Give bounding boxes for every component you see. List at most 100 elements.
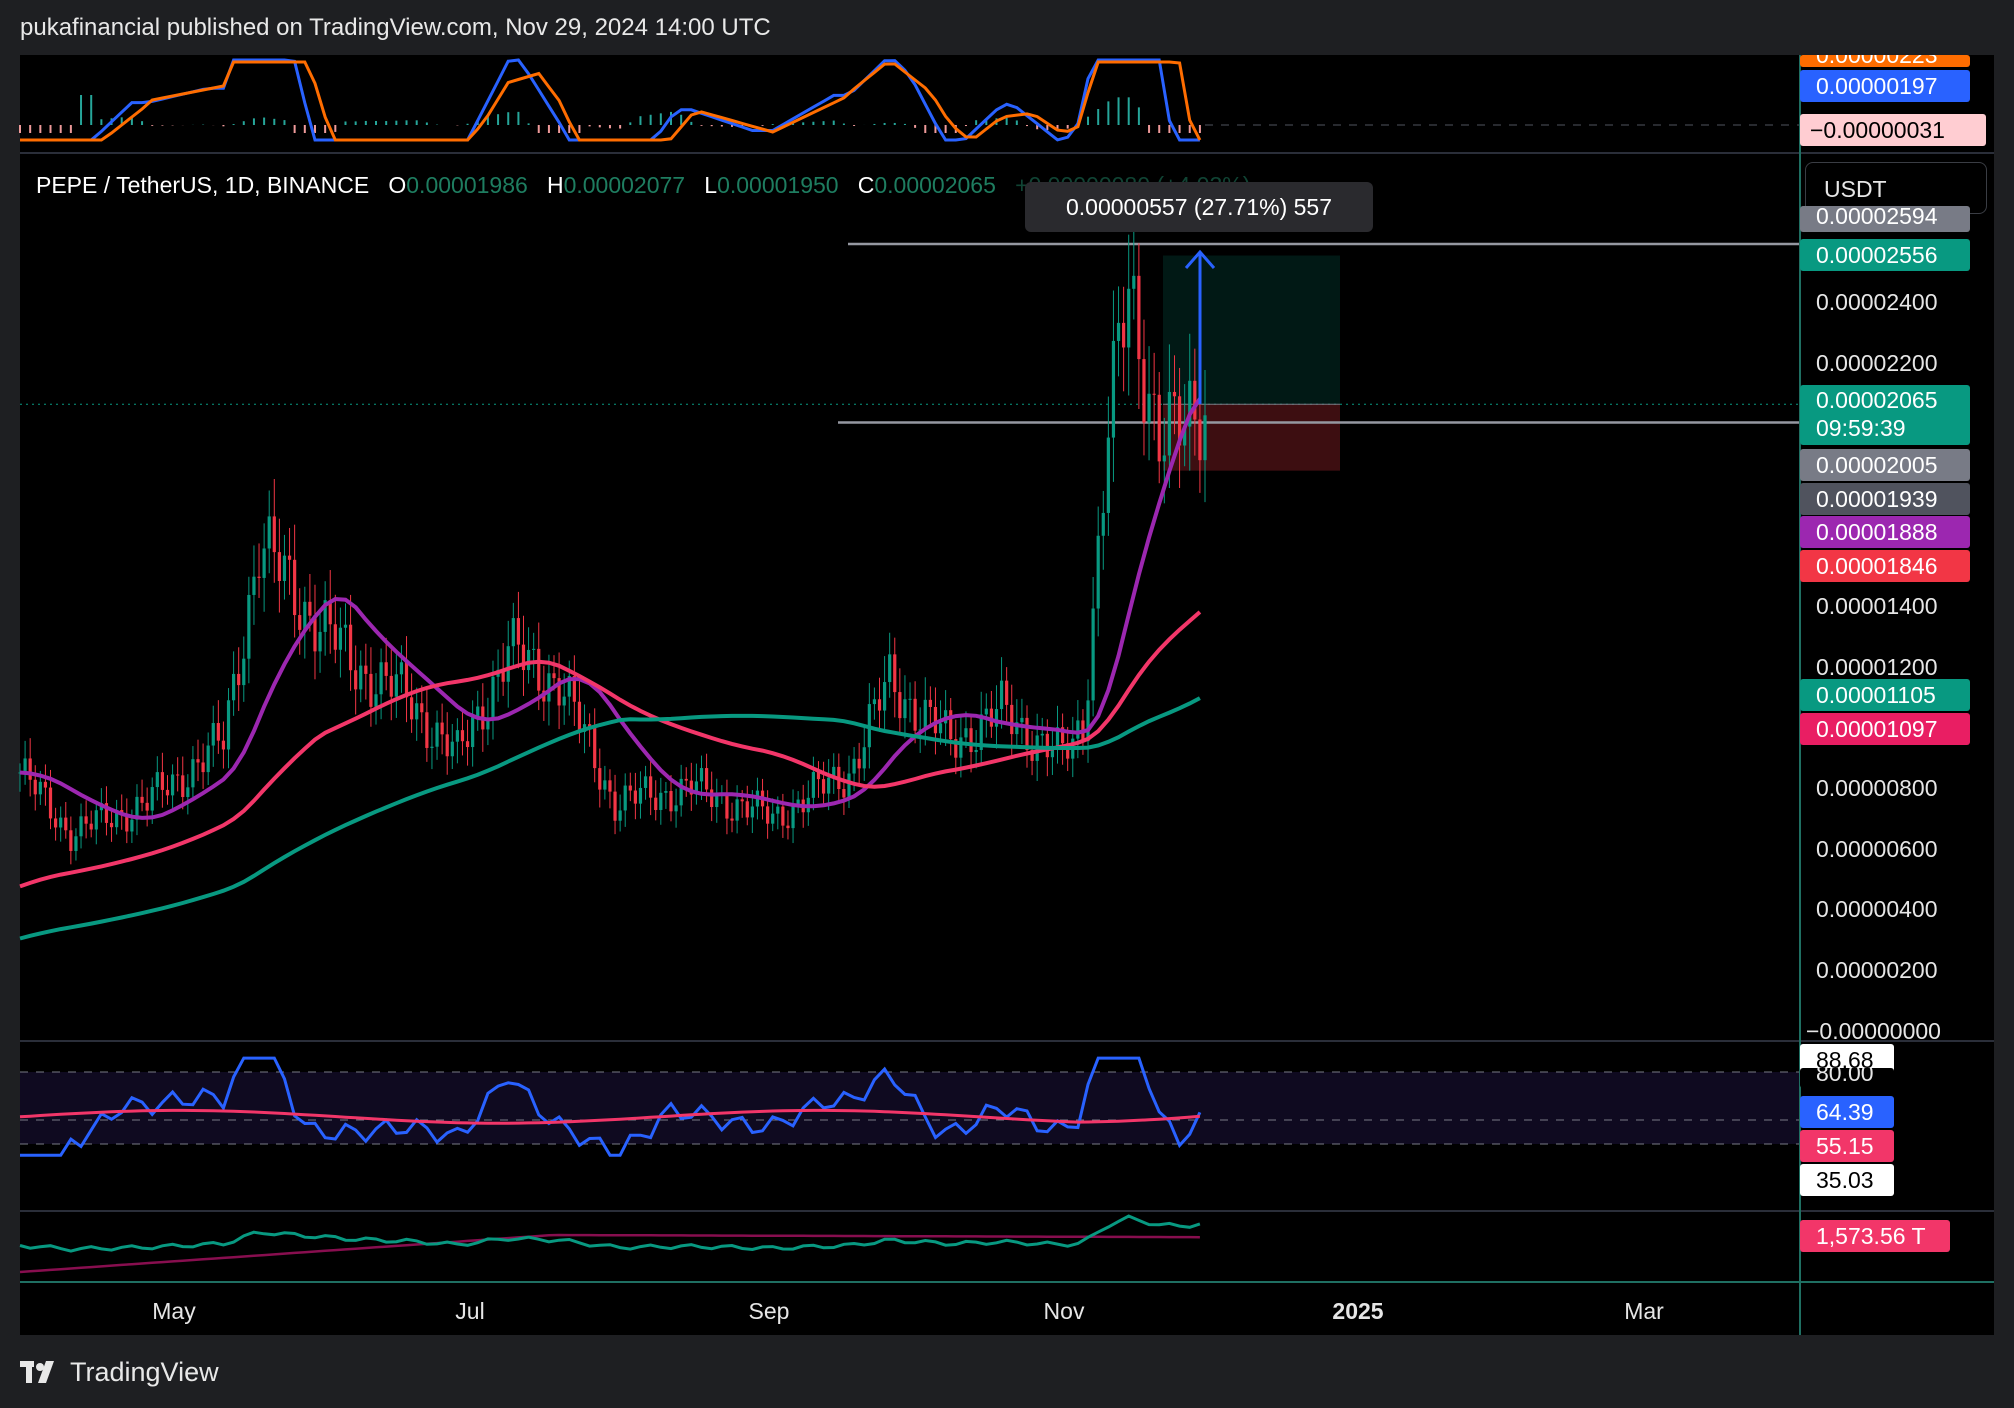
candle-body [821,779,826,794]
candle-body [730,818,734,821]
candle-body [23,758,27,773]
legend-symbol[interactable]: PEPE / TetherUS, 1D, BINANCE [36,172,370,198]
candle-body [1193,380,1197,420]
candle-body [506,646,510,682]
candle-body [664,791,668,793]
candle-body [923,699,927,730]
candle-body [465,741,470,748]
footer-brand[interactable]: TradingView [20,1357,219,1388]
candle-body [1157,394,1161,462]
candle-body [450,741,454,757]
candle-body [430,746,434,748]
candle-body [1020,717,1024,723]
candle-body [374,694,378,707]
candle-body [486,719,490,730]
candle-body [1152,393,1156,395]
candle-body [216,723,220,741]
candle-body [1127,288,1131,348]
candle-body [272,516,276,553]
macd-histogram-tag: −0.00000031 [1800,114,1986,146]
price-tick: 0.00000600 [1816,836,1938,862]
ma-long-tag: 0.00001105 [1800,679,1970,711]
time-label: May [152,1298,196,1324]
candle-body [1132,275,1136,289]
level-price-tag: 0.00002005 [1800,449,1970,481]
candle-body [445,734,449,757]
candle-body [613,791,617,821]
candle-body [521,644,526,671]
candle-body [781,806,785,826]
candle-body [206,745,210,773]
candle-body [547,673,551,702]
macd-partial-tag: 0.00000223 [1800,55,1970,67]
candle-body [659,792,663,811]
candle-body [526,649,531,671]
candle-body [104,803,109,823]
candle-body [262,548,266,578]
candle-body [364,665,368,674]
time-label: Jul [455,1298,485,1324]
candle-body [33,779,37,795]
candle-body [323,600,327,632]
volume-ma-line [19,1233,1200,1274]
candle-body [557,678,561,706]
rsi-lower-band-tag: 35.03 [1800,1164,1894,1196]
candle-body [1198,419,1202,461]
partial-price-tag: 0.00002594 [1800,206,1970,232]
price-tick: 0.00001200 [1816,654,1938,680]
candle-body [1005,680,1009,705]
time-label: Nov [1043,1298,1085,1324]
candle-body [1162,455,1166,462]
candle-body [913,698,917,731]
candle-body [455,730,459,742]
candle-body [54,818,58,828]
legend-low-value: 0.00001950 [717,172,839,198]
candle-body [394,674,398,697]
candle-body [181,775,185,798]
candle-body [537,648,541,691]
legend-open-value: 0.00001986 [406,172,528,198]
candle-body [938,723,943,734]
candle-body [410,697,414,720]
candle-body [816,772,821,780]
candle-body [949,710,953,740]
candle-body [872,699,877,705]
candle-body [989,708,993,727]
currency-selector[interactable]: USDT [1805,162,1987,214]
ma-short-tag: 0.00001888 [1800,516,1970,548]
candle-body [1060,727,1065,744]
candle-body [842,789,846,798]
candle-body [1030,750,1034,761]
candle-body [654,797,658,811]
candle-body [847,773,851,798]
candle-body [501,669,505,682]
candle-body [888,654,892,683]
candle-body [170,774,175,796]
candle-body [43,781,48,788]
candle-body [623,785,627,811]
candle-body [1137,275,1141,360]
candle-body [877,699,882,711]
candle-body [115,810,119,828]
volume-tag: 1,573.56 T [1800,1220,1950,1252]
candle-body [649,776,653,798]
candle-body [999,680,1004,710]
candle-body [150,787,154,811]
time-label: Sep [748,1298,790,1324]
position-loss-zone [1163,404,1340,471]
candle-body [699,768,704,782]
candle-body [791,804,795,829]
candle-body [674,805,678,812]
volume-separator[interactable] [20,1210,1994,1212]
candle-body [516,618,521,645]
candle-body [882,682,887,711]
candle-body [313,615,317,652]
candle-body [287,555,292,560]
volume-line [19,1214,1201,1253]
price-tick: 0.00000800 [1816,775,1938,801]
candle-body [242,658,246,686]
candle-body [933,706,938,734]
rsi-separator[interactable] [20,1040,1994,1042]
candle-body [994,709,999,727]
